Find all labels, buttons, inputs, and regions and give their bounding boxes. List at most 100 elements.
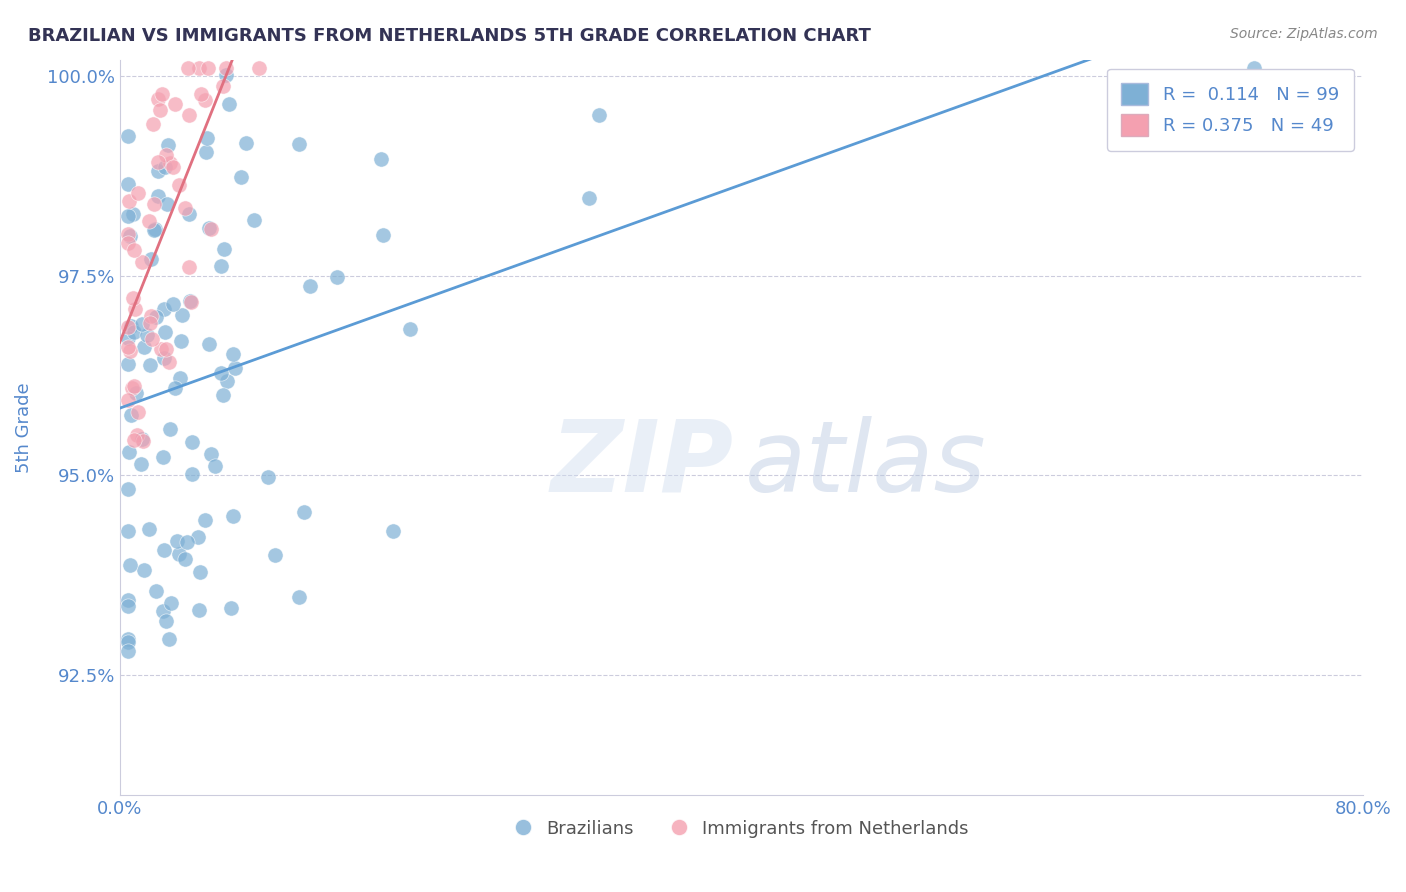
Point — [117, 340, 139, 354]
Point — [124, 301, 146, 316]
Point — [120, 228, 142, 243]
Point — [139, 358, 162, 372]
Point — [122, 433, 145, 447]
Point — [224, 360, 246, 375]
Point — [176, 535, 198, 549]
Point — [124, 243, 146, 257]
Point — [134, 563, 156, 577]
Point — [188, 565, 211, 579]
Point — [373, 227, 395, 242]
Point — [179, 108, 201, 122]
Point — [117, 635, 139, 649]
Point — [198, 337, 221, 351]
Point — [370, 152, 392, 166]
Point — [117, 599, 139, 613]
Point — [578, 191, 600, 205]
Point — [127, 186, 149, 201]
Point — [194, 513, 217, 527]
Point — [219, 601, 242, 615]
Point — [235, 136, 257, 150]
Point — [200, 222, 222, 236]
Point — [152, 604, 174, 618]
Y-axis label: 5th Grade: 5th Grade — [15, 382, 32, 473]
Point — [155, 342, 177, 356]
Point — [132, 340, 155, 354]
Point — [157, 137, 180, 152]
Point — [153, 160, 176, 174]
Point — [222, 509, 245, 524]
Point — [326, 270, 349, 285]
Point — [138, 522, 160, 536]
Point — [153, 325, 176, 339]
Point — [117, 644, 139, 658]
Point — [149, 103, 172, 118]
Point — [398, 322, 420, 336]
Point — [247, 61, 270, 75]
Point — [131, 317, 153, 331]
Point — [117, 392, 139, 407]
Point — [139, 252, 162, 266]
Point — [146, 189, 169, 203]
Point — [117, 524, 139, 538]
Point — [117, 483, 139, 497]
Point — [150, 342, 173, 356]
Point — [187, 61, 209, 75]
Point — [157, 632, 180, 646]
Point — [169, 370, 191, 384]
Point — [212, 242, 235, 256]
Point — [180, 434, 202, 449]
Point — [117, 128, 139, 143]
Point — [177, 61, 200, 75]
Point — [122, 291, 145, 305]
Point — [174, 552, 197, 566]
Point — [117, 209, 139, 223]
Point — [118, 344, 141, 359]
Point — [299, 279, 322, 293]
Point — [181, 467, 204, 481]
Point — [135, 328, 157, 343]
Point — [157, 355, 180, 369]
Point — [200, 447, 222, 461]
Point — [117, 177, 139, 191]
Point — [122, 378, 145, 392]
Point — [194, 145, 217, 159]
Point — [197, 220, 219, 235]
Point — [142, 117, 165, 131]
Point — [131, 432, 153, 446]
Point — [162, 297, 184, 311]
Text: BRAZILIAN VS IMMIGRANTS FROM NETHERLANDS 5TH GRADE CORRELATION CHART: BRAZILIAN VS IMMIGRANTS FROM NETHERLANDS… — [28, 27, 870, 45]
Point — [120, 318, 142, 333]
Point — [138, 213, 160, 227]
Point — [212, 79, 235, 94]
Point — [143, 221, 166, 235]
Point — [209, 366, 232, 380]
Point — [145, 583, 167, 598]
Point — [139, 316, 162, 330]
Point — [121, 380, 143, 394]
Text: atlas: atlas — [745, 416, 986, 513]
Point — [218, 97, 240, 112]
Point — [117, 593, 139, 607]
Point — [294, 505, 316, 519]
Point — [188, 603, 211, 617]
Point — [215, 61, 238, 75]
Point — [190, 87, 212, 101]
Point — [118, 194, 141, 209]
Point — [117, 320, 139, 334]
Point — [117, 331, 139, 345]
Point — [288, 591, 311, 605]
Point — [146, 155, 169, 169]
Point — [1243, 61, 1265, 75]
Point — [195, 131, 218, 145]
Point — [125, 427, 148, 442]
Point — [155, 148, 177, 162]
Point — [229, 169, 252, 184]
Point — [153, 351, 176, 365]
Point — [162, 161, 184, 175]
Point — [179, 294, 201, 309]
Point — [264, 548, 287, 562]
Point — [160, 596, 183, 610]
Point — [172, 308, 194, 322]
Point — [177, 260, 200, 274]
Point — [148, 92, 170, 106]
